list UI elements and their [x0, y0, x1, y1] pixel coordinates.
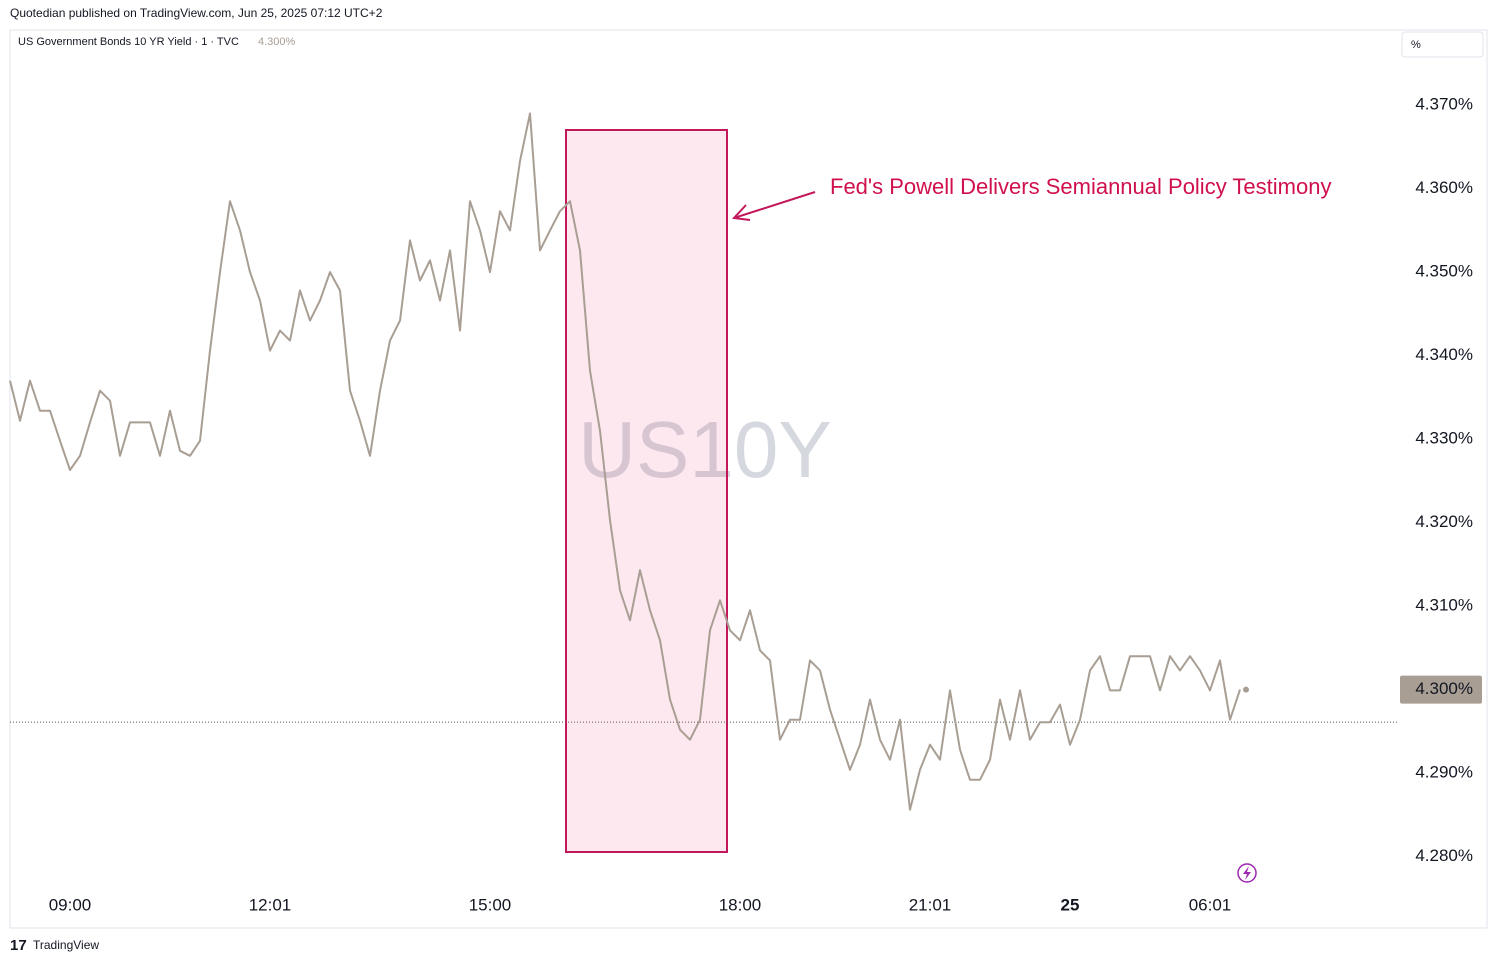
last-value-legend: 4.300%	[258, 36, 296, 48]
annotation-arrow	[733, 191, 816, 219]
alert-icon[interactable]	[1237, 863, 1257, 883]
y-tick-label: 4.290%	[1415, 763, 1473, 782]
annotation: Fed's Powell Delivers Semiannual Policy …	[830, 174, 1331, 199]
annotation-arrowhead	[731, 204, 751, 221]
y-tick-label: 4.280%	[1415, 846, 1473, 865]
scale-unit: %	[1411, 39, 1421, 51]
publisher-line: Quotedian published on TradingView.com, …	[10, 6, 383, 20]
y-tick-label: 4.320%	[1415, 512, 1473, 531]
y-tick-label: 4.340%	[1415, 345, 1473, 364]
x-tick-label: 15:00	[469, 895, 512, 914]
x-tick-label: 25	[1061, 895, 1080, 914]
highlight-box	[565, 129, 728, 853]
footer-logo: 17	[10, 937, 27, 954]
price-line	[9, 112, 1241, 811]
x-tick-label: 21:01	[909, 895, 952, 914]
scale-unit-box[interactable]	[1401, 31, 1484, 58]
chart-title: US Government Bonds 10 YR Yield · 1 · TV…	[18, 36, 239, 48]
x-tick-label: 18:00	[719, 895, 762, 914]
last-point	[1243, 686, 1249, 693]
y-tick-label: 4.310%	[1415, 596, 1473, 615]
watermark: US10Y	[578, 405, 831, 494]
y-tick-label: 4.350%	[1415, 262, 1473, 281]
x-tick-label: 12:01	[249, 895, 292, 914]
y-tick-label: 4.360%	[1415, 178, 1473, 197]
price-tag-label: 4.300%	[1415, 679, 1473, 698]
y-tick-label: 4.330%	[1415, 429, 1473, 448]
alert-bolt	[1243, 866, 1251, 880]
chart-frame	[9, 29, 1488, 929]
alert-circle	[1237, 863, 1257, 883]
x-tick-label: 09:00	[49, 895, 92, 914]
footer: 17 TradingView	[10, 937, 99, 954]
price-tag	[1400, 675, 1482, 704]
x-tick-label: 06:01	[1189, 895, 1232, 914]
footer-text: TradingView	[33, 938, 99, 952]
y-tick-label: 4.370%	[1415, 95, 1473, 114]
